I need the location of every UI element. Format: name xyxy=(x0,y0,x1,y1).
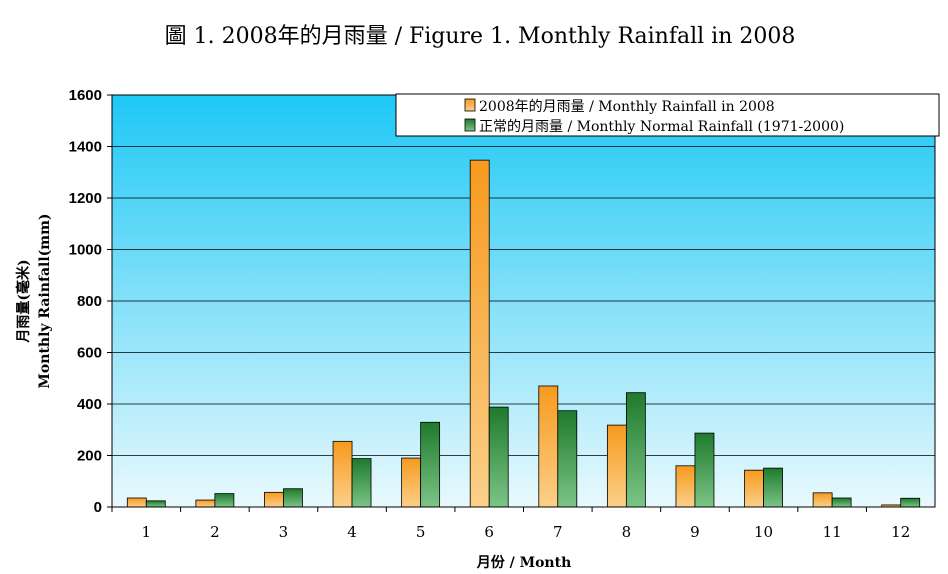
chart-title: 圖 1. 2008年的月雨量 / Figure 1. Monthly Rainf… xyxy=(165,24,796,49)
legend-box xyxy=(395,93,940,137)
y-tick-label: 1000 xyxy=(69,242,102,259)
x-axis-label: 月份 / Month xyxy=(476,554,572,571)
bar-2008 xyxy=(264,491,284,508)
x-tick-labels: 1 2 3 4 5 6 7 8 9 10 11 12 xyxy=(111,507,910,541)
x-tick-label: 4 xyxy=(347,523,357,541)
bar-normal xyxy=(900,497,921,508)
legend: 2008年的月雨量 / Monthly Rainfall in 2008 正常的… xyxy=(395,93,940,137)
x-tick-label: 3 xyxy=(279,523,289,541)
x-tick-label: 6 xyxy=(484,523,494,541)
x-tick-label: 1 xyxy=(142,523,152,541)
bar-normal xyxy=(694,432,715,508)
y-axis-label-line2: Monthly Rainfall(mm) xyxy=(37,213,53,388)
bar-normal xyxy=(557,410,578,508)
y-tick-labels: 0 200 400 600 800 1000 1200 1400 1600 xyxy=(69,87,112,516)
bar-2008 xyxy=(401,457,422,508)
bar-normal xyxy=(420,421,441,508)
x-tick-label: 5 xyxy=(416,523,426,541)
bar-normal xyxy=(831,497,852,508)
x-tick-label: 11 xyxy=(823,523,842,541)
x-tick-label: 8 xyxy=(622,523,632,541)
y-axis-label-line1: 月雨量(毫米) xyxy=(15,259,32,343)
x-tick-label: 12 xyxy=(891,523,910,541)
bar-normal xyxy=(763,467,783,508)
bar-2008 xyxy=(195,499,216,508)
x-tick-label: 2 xyxy=(210,523,220,541)
bar-2008 xyxy=(332,440,353,508)
legend-label-normal: 正常的月雨量 / Monthly Normal Rainfall (1971-2… xyxy=(479,119,844,135)
bar-2008 xyxy=(675,465,696,508)
y-tick-label: 600 xyxy=(77,345,102,362)
bar-normal xyxy=(488,406,509,508)
bar-2008 xyxy=(126,497,147,508)
y-tick-label: 1600 xyxy=(69,87,102,104)
bar-2008 xyxy=(469,159,490,508)
bar-2008 xyxy=(538,385,559,508)
y-tick-label: 800 xyxy=(77,293,102,310)
y-tick-label: 0 xyxy=(94,499,102,516)
x-tick-label: 7 xyxy=(553,523,563,541)
gridlines xyxy=(112,146,935,456)
bar-normal xyxy=(283,488,303,508)
x-tick-label: 9 xyxy=(690,523,700,541)
bar-normal xyxy=(625,392,646,508)
bar-2008 xyxy=(744,469,764,508)
bar-normal xyxy=(351,458,372,508)
x-tick-label: 10 xyxy=(754,523,773,541)
legend-swatch-2008 xyxy=(464,98,476,112)
y-tick-label: 200 xyxy=(77,448,102,465)
y-axis-label: 月雨量(毫米) Monthly Rainfall(mm) xyxy=(15,213,53,388)
legend-swatch-normal xyxy=(464,118,476,132)
legend-label-2008: 2008年的月雨量 / Monthly Rainfall in 2008 xyxy=(479,99,775,115)
y-tick-label: 1400 xyxy=(69,139,102,156)
y-tick-label: 1200 xyxy=(69,190,102,207)
bar-2008 xyxy=(812,492,833,508)
y-tick-label: 400 xyxy=(77,396,102,413)
bar-2008 xyxy=(606,424,627,508)
bars xyxy=(126,159,921,508)
bar-normal xyxy=(145,500,166,508)
bar-normal xyxy=(214,493,235,508)
